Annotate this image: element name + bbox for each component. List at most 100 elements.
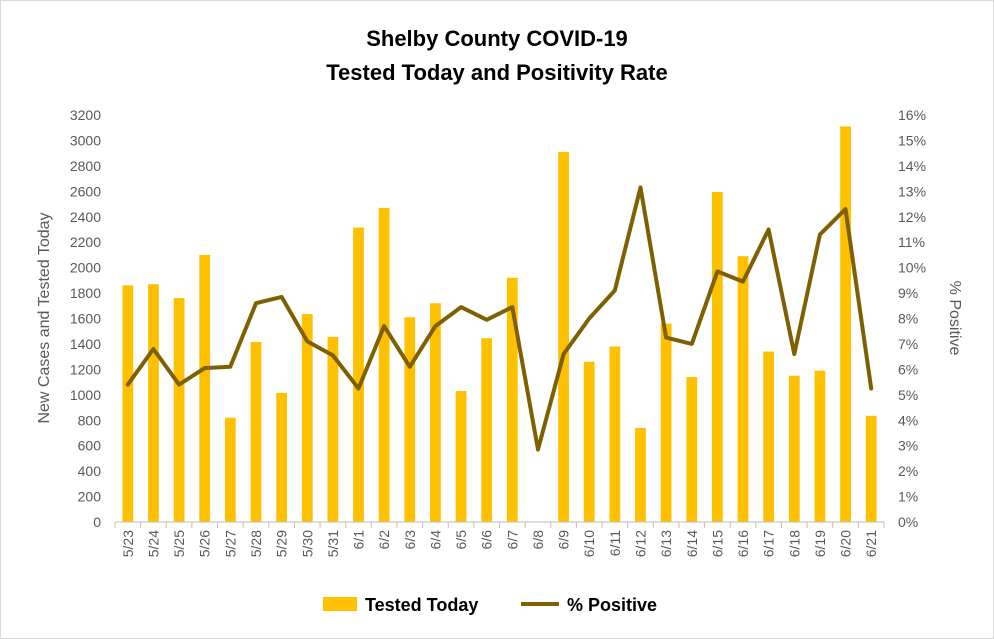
y-right-tick-label: 1% [898,489,918,505]
legend-label-tested-today: Tested Today [365,595,478,615]
bar-tested-today [378,207,390,523]
bar-tested-today [404,317,416,522]
bar-tested-today [686,377,698,522]
bar-tested-today [814,370,826,522]
bar-tested-today [301,314,313,522]
x-tick-label: 5/27 [222,530,238,557]
bar-tested-today [173,298,185,522]
x-tick-label: 5/28 [248,530,264,557]
y-left-tick-label: 2200 [70,234,101,250]
bar-tested-today [506,277,518,522]
x-tick-label: 6/12 [632,530,648,557]
bar-tested-today [737,256,749,522]
y-left-tick-label: 0 [93,514,101,530]
x-tick-label: 6/15 [709,530,725,557]
y-left-tick-label: 2000 [70,260,101,276]
y-left-tick-label: 3000 [70,132,101,148]
bar-tested-today [660,323,672,522]
y-left-tick-label: 800 [78,412,102,428]
bar-tested-today [455,390,467,522]
bar-tested-today [199,254,211,522]
bar-tested-today [609,346,621,522]
y-axis-left-title: New Cases and Tested Today [36,212,53,423]
x-tick-label: 6/10 [581,530,597,557]
x-tick-label: 5/30 [299,530,315,557]
y-right-tick-label: 14% [898,158,926,174]
bar-tested-today [276,392,287,522]
x-tick-label: 5/31 [325,530,341,557]
y-left-tick-label: 1000 [70,387,101,403]
y-right-tick-label: 13% [898,183,926,199]
y-left-tick-label: 1400 [70,336,101,352]
y-right-tick-label: 3% [898,438,918,454]
x-tick-label: 6/1 [351,530,367,550]
x-tick-label: 6/13 [658,530,674,557]
y-right-tick-label: 11% [898,234,925,250]
bar-tested-today [712,191,723,523]
y-left-tick-label: 1200 [70,361,101,377]
y-right-tick-label: 6% [898,361,918,377]
y-right-tick-label: 8% [898,311,918,327]
x-tick-label: 6/6 [479,530,495,550]
y-right-tick-label: 10% [898,260,926,276]
x-tick-label: 6/16 [735,530,751,557]
bar-tested-today [763,351,775,522]
x-tick-label: 5/23 [120,530,136,557]
y-right-tick-label: 7% [898,336,918,352]
x-tick-label: 5/25 [171,530,187,557]
legend: Tested Today % Positive [323,595,657,615]
bar-tested-today [788,375,800,522]
y-right-tick-label: 2% [898,463,918,479]
x-tick-label: 6/8 [530,530,546,550]
bar-tested-today [250,342,262,522]
bar-tested-today [224,417,236,522]
x-tick-label: 6/3 [402,530,418,550]
x-tick-label: 6/17 [761,530,777,557]
bar-tested-today [583,361,595,522]
y-right-tick-label: 9% [898,285,918,301]
bar-tested-today [430,303,441,522]
chart-title-line-1: Shelby County COVID-19 [366,26,628,51]
x-tick-label: 5/24 [145,530,161,557]
y-left-tick-label: 400 [78,463,102,479]
y-right-tick-label: 4% [898,412,918,428]
x-tick-label: 5/29 [274,530,290,557]
y-left-tick-label: 1800 [70,285,101,301]
x-tick-label: 6/19 [812,530,828,557]
x-tick-label: 6/11 [607,530,623,556]
y-left-tick-label: 3200 [70,107,101,123]
x-tick-label: 6/9 [556,530,572,550]
bar-tested-today [148,284,159,522]
y-left-tick-label: 600 [78,438,102,454]
y-left-tick-label: 200 [78,489,102,505]
bar-tested-today [122,285,134,522]
bar-tested-today [635,427,646,522]
line-percent-positive [125,185,874,452]
plot-area: 0 200 400 600 800 1000 1200 1400 1600 1800 2000 220… [70,107,926,557]
y-left-tick-label: 2600 [70,183,101,199]
chart-title-line-2: Tested Today and Positivity Rate [326,60,667,85]
y-axis-right-title: % Positive [946,281,963,356]
x-tick-label: 6/7 [504,530,520,550]
x-tick-label: 6/4 [427,530,443,550]
y-right-tick-label: 0% [898,514,918,530]
x-tick-label: 6/18 [786,530,802,557]
bar-tested-today [558,151,569,522]
bar-tested-today [327,336,339,522]
bar-tested-today [353,227,364,522]
bar-tested-today [840,126,851,523]
x-tick-label: 5/26 [197,530,213,557]
x-tick-label: 6/21 [863,530,879,557]
x-tick-label: 6/2 [376,530,392,550]
y-left-tick-label: 1600 [70,311,101,327]
legend-swatch-tested-today [323,597,357,611]
y-right-tick-label: 5% [898,387,918,403]
y-left-tick-label: 2800 [70,158,101,174]
y-right-tick-label: 12% [898,209,926,225]
x-tick-label: 6/14 [684,530,700,557]
bar-tested-today [865,415,877,522]
y-left-tick-label: 2400 [70,209,101,225]
legend-label-percent-positive: % Positive [567,595,657,615]
